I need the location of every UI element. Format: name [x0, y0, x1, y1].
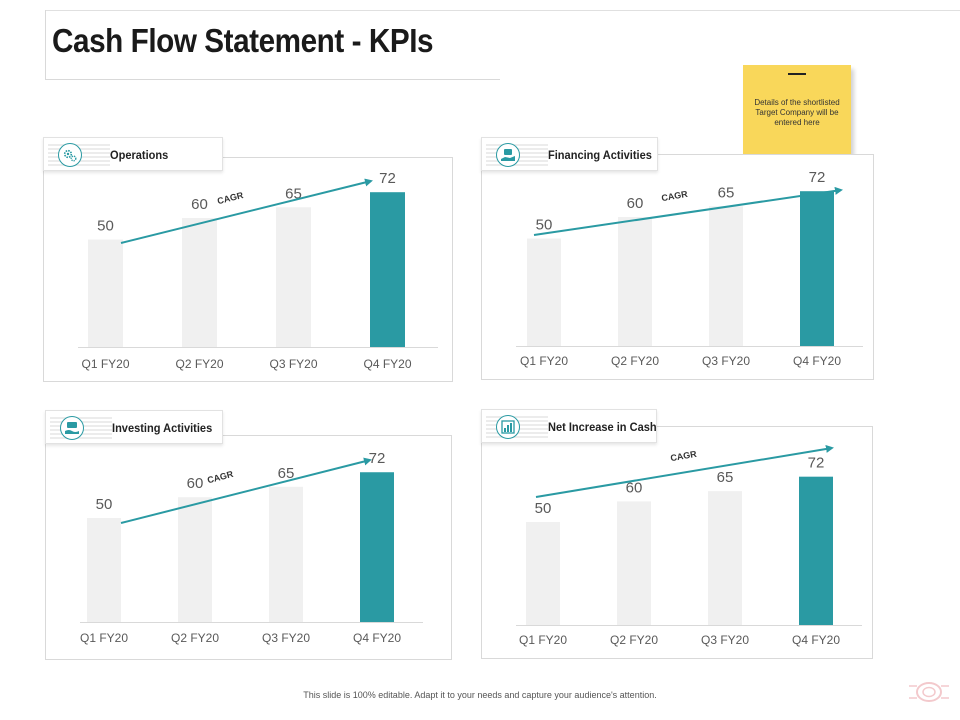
x-tick-label: Q3 FY20 — [262, 631, 310, 645]
x-tick-label: Q3 FY20 — [701, 633, 749, 647]
net-increase-header-tab: Net Increase in Cash — [481, 409, 657, 443]
x-tick-label: Q4 FY20 — [793, 354, 841, 368]
cagr-label: CAGR — [206, 469, 235, 486]
x-tick-label: Q3 FY20 — [702, 354, 750, 368]
net-increase-panel: Net Increase in Cash 50 Q1 FY20 60 Q2 FY20 6… — [481, 409, 873, 659]
bar-q4-fy20 — [799, 476, 833, 625]
page-title: Cash Flow Statement - KPIs — [52, 22, 434, 59]
cagr-trend-arrow — [533, 186, 843, 236]
bar-q2-fy20 — [178, 497, 212, 622]
x-tick-label: Q4 FY20 — [792, 633, 840, 647]
bar-q2-fy20 — [617, 501, 651, 625]
data-label: 50 — [536, 217, 553, 234]
data-label: 72 — [809, 169, 826, 186]
data-label: 65 — [278, 465, 295, 482]
x-tick-label: Q1 FY20 — [520, 354, 568, 368]
bar-q3-fy20 — [708, 491, 742, 625]
net-increase-bar-chart: 50 Q1 FY20 60 Q2 FY20 65 Q3 FY20 72 Q4 FY20 CAGR — [516, 445, 862, 647]
bar-chart-icon — [496, 415, 520, 439]
footer-note: This slide is 100% editable. Adapt it to… — [303, 690, 657, 700]
bar-q1-fy20 — [527, 238, 561, 346]
bar-q2-fy20 — [618, 217, 652, 346]
bar-q2-fy20 — [182, 218, 217, 347]
sticky-note: Details of the shortlisted Target Compan… — [743, 65, 851, 171]
bar-q4-fy20 — [800, 191, 834, 346]
financing-title: Financing Activities — [548, 148, 652, 162]
bar-q4-fy20 — [370, 192, 405, 347]
operations-header-tab: Operations — [43, 137, 223, 171]
operations-bar-chart: 50 Q1 FY20 60 Q2 FY20 65 Q3 FY20 72 Q4 FY20 CAGR — [78, 170, 438, 371]
bar-q4-fy20 — [360, 472, 394, 622]
data-label: 60 — [191, 196, 208, 213]
x-tick-label: Q1 FY20 — [81, 357, 129, 371]
data-label: 60 — [626, 479, 643, 496]
cagr-trend-arrow — [120, 178, 373, 244]
data-label: 50 — [535, 500, 552, 517]
x-tick-label: Q2 FY20 — [610, 633, 658, 647]
cagr-trend-arrow — [535, 445, 834, 498]
bar-q1-fy20 — [87, 518, 121, 622]
data-label: 65 — [717, 469, 734, 486]
cagr-label: CAGR — [661, 189, 689, 204]
x-tick-label: Q1 FY20 — [80, 631, 128, 645]
financing-bar-chart: 50 Q1 FY20 60 Q2 FY20 65 Q3 FY20 72 Q4 FY20 CAGR — [516, 169, 863, 368]
operations-title: Operations — [110, 148, 169, 162]
data-label: 60 — [627, 195, 644, 212]
data-label: 72 — [379, 170, 396, 187]
investing-bar-chart: 50 Q1 FY20 60 Q2 FY20 65 Q3 FY20 72 Q4 FY20 CAGR — [80, 450, 423, 645]
x-tick-label: Q2 FY20 — [611, 354, 659, 368]
data-label: 50 — [97, 218, 114, 235]
investing-title: Investing Activities — [112, 421, 213, 435]
data-label: 60 — [187, 475, 204, 492]
bar-q3-fy20 — [709, 206, 743, 346]
cagr-trend-arrow — [120, 457, 372, 524]
top-border-line — [45, 10, 960, 11]
bar-q1-fy20 — [526, 522, 560, 625]
gears-icon — [58, 143, 82, 167]
brand-logo-icon — [909, 682, 949, 702]
bar-q1-fy20 — [88, 239, 123, 347]
sticky-note-text: Details of the shortlisted Target Compan… — [754, 98, 840, 127]
data-label: 72 — [369, 450, 386, 467]
financing-panel: Financing Activities 50 Q1 FY20 60 Q2 FY20 6… — [481, 137, 874, 380]
data-label: 65 — [718, 184, 735, 201]
bar-q3-fy20 — [276, 207, 311, 347]
x-tick-label: Q4 FY20 — [353, 631, 401, 645]
sticky-dash — [788, 73, 806, 75]
x-tick-label: Q4 FY20 — [363, 357, 411, 371]
financing-header-tab: Financing Activities — [481, 137, 658, 171]
x-tick-label: Q2 FY20 — [175, 357, 223, 371]
x-tick-label: Q3 FY20 — [269, 357, 317, 371]
investing-panel: Investing Activities 50 Q1 FY20 60 Q2 FY20 6… — [45, 410, 452, 660]
x-tick-label: Q2 FY20 — [171, 631, 219, 645]
cagr-label: CAGR — [670, 449, 698, 464]
cagr-label: CAGR — [216, 190, 245, 206]
money-hand-icon — [496, 143, 520, 167]
operations-panel: Operations 50 Q1 FY20 60 Q2 FY20 65 Q3 FY20 72… — [43, 137, 453, 382]
data-label: 50 — [96, 496, 113, 513]
investing-header-tab: Investing Activities — [45, 410, 223, 444]
title-frame — [45, 10, 500, 80]
data-label: 72 — [808, 455, 825, 472]
x-tick-label: Q1 FY20 — [519, 633, 567, 647]
net-increase-title: Net Increase in Cash — [548, 420, 657, 434]
investment-icon — [60, 416, 84, 440]
bar-q3-fy20 — [269, 486, 303, 622]
data-label: 65 — [285, 185, 302, 202]
